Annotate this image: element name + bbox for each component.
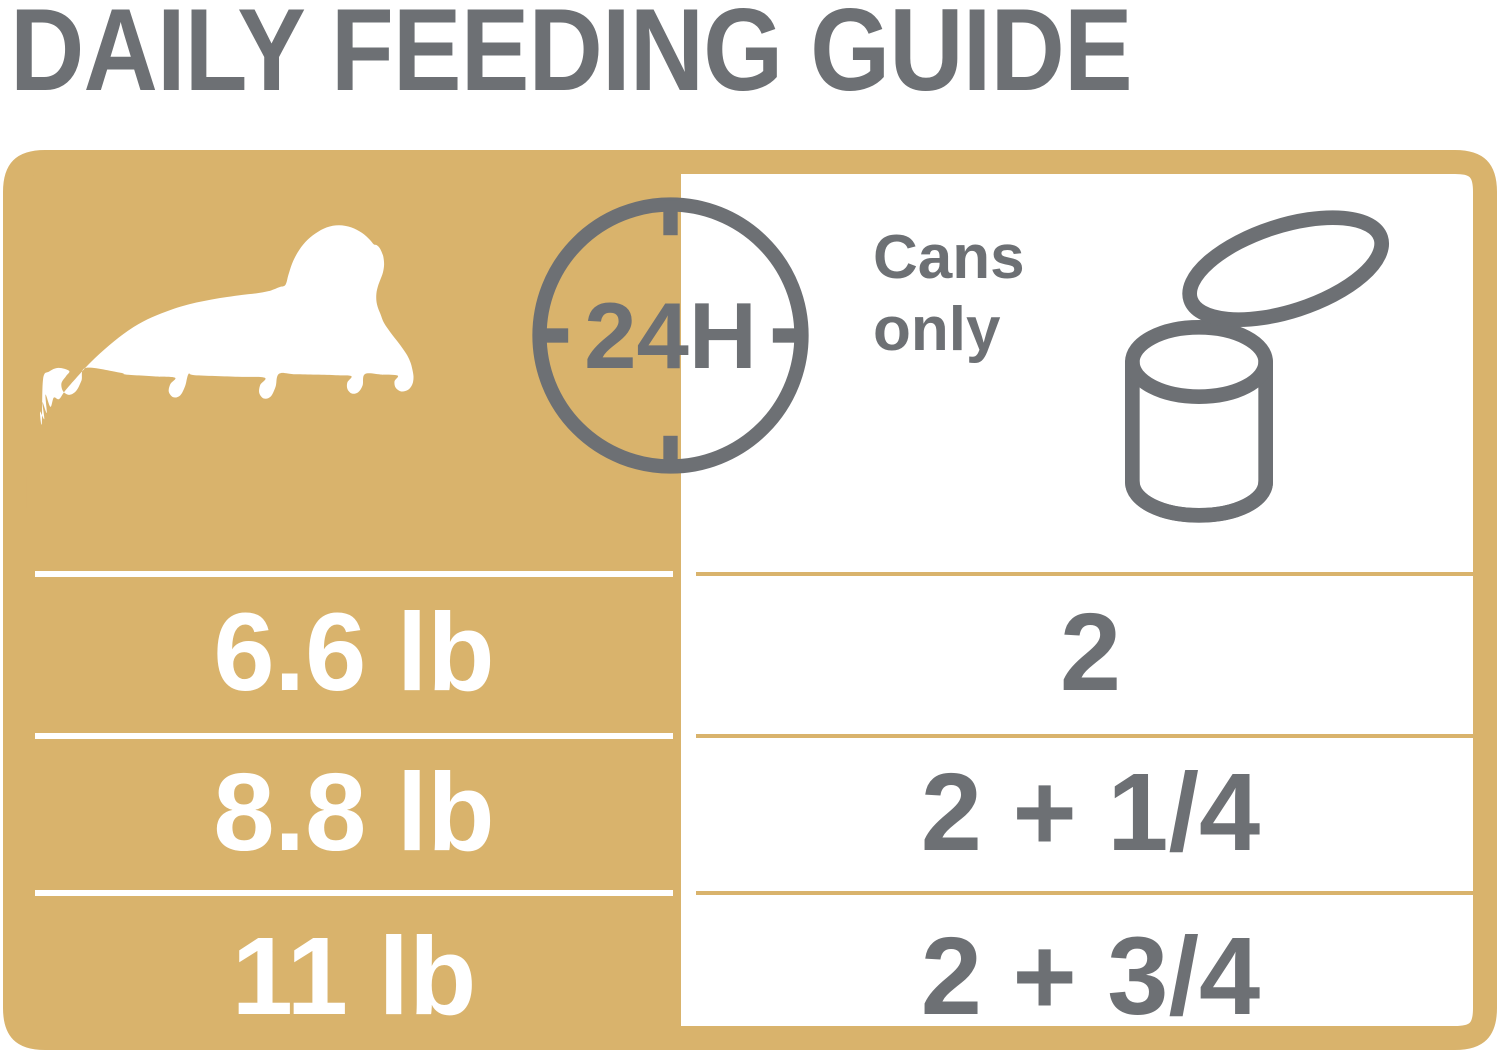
svg-text:24H: 24H: [584, 283, 757, 388]
